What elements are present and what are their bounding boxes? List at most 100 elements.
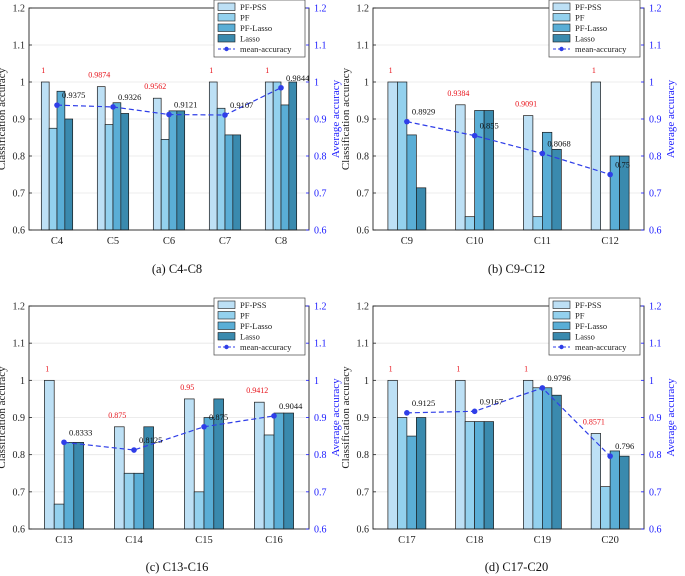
y2-tick-label: 1.1 xyxy=(314,41,327,52)
bar-pf-c19 xyxy=(532,387,543,530)
y2-tick-label: 1 xyxy=(649,78,654,89)
mean-accuracy-label: 0.8125 xyxy=(139,435,162,445)
y-tick-label: 0.6 xyxy=(357,525,370,536)
panel-caption: (b) C9-C12 xyxy=(488,262,545,276)
bar-lasso-c7 xyxy=(232,134,242,231)
y2-tick-label: 0.9 xyxy=(649,115,662,126)
bar-pf-pss-c5 xyxy=(96,86,106,231)
x-tick-label: C14 xyxy=(125,535,143,546)
x-tick-label: C4 xyxy=(51,236,64,247)
bar-pf-c14 xyxy=(123,472,135,530)
panel-caption: (a) C4-C8 xyxy=(152,262,202,276)
legend-label: PF-PSS xyxy=(575,300,602,310)
y-tick-label: 0.9 xyxy=(13,413,26,424)
bar-pf-lasso-c15 xyxy=(203,417,215,530)
bar-lasso-c11 xyxy=(551,148,562,231)
bar-pf-lasso-c19 xyxy=(542,387,553,530)
legend-swatch xyxy=(217,332,236,341)
legend-label: mean-accuracy xyxy=(575,44,627,54)
y2-axis-title: Average accuracy xyxy=(330,79,342,158)
bar-pf-c9 xyxy=(397,81,408,231)
legend-label: PF-PSS xyxy=(575,2,602,12)
y-axis-title: Classification accuracy xyxy=(340,366,352,469)
legend-label: PF-Lasso xyxy=(240,321,272,331)
y-tick-label: 1.1 xyxy=(13,339,26,350)
y2-axis-title: Average accuracy xyxy=(665,79,677,158)
bar-pf-lasso-c20 xyxy=(609,450,620,530)
bar-pf-lasso-c6 xyxy=(168,110,178,231)
bar-pf-pss-c17 xyxy=(387,379,398,530)
chart-panel-2: C13 1 C14 0.875 C15 0.95 C16 0.9412 0.6 0.6 0.7 0.7… xyxy=(0,297,342,574)
y-axis-title: Classification accuracy xyxy=(0,366,8,469)
y2-tick-label: 1 xyxy=(314,78,319,89)
legend-label: PF xyxy=(240,13,250,23)
bar-pf-lasso-c8 xyxy=(280,104,290,231)
y2-tick-label: 1.2 xyxy=(649,302,662,313)
y-tick-label: 0.8 xyxy=(357,450,370,461)
x-tick-label: C12 xyxy=(601,236,619,247)
bar-pf-pss-c20 xyxy=(590,433,601,530)
pfpss-value-label: 0.9091 xyxy=(515,100,537,109)
bar-pf-c7 xyxy=(216,107,226,231)
legend-swatch xyxy=(217,13,236,22)
legend-label: PF-Lasso xyxy=(575,23,607,33)
y2-tick-label: 0.8 xyxy=(649,152,662,163)
y-tick-label: 0.7 xyxy=(357,189,370,200)
bar-pf-c15 xyxy=(193,491,205,530)
mean-accuracy-label: 0.9375 xyxy=(62,90,85,100)
x-tick-label: C10 xyxy=(466,236,484,247)
bar-lasso-c4 xyxy=(64,118,74,231)
x-tick-label: C19 xyxy=(534,535,552,546)
legend-marker xyxy=(559,344,564,350)
y2-tick-label: 1.2 xyxy=(649,4,662,15)
mean-accuracy-label: 0.9107 xyxy=(230,100,253,110)
pfpss-value-label: 0.95 xyxy=(180,383,194,392)
legend-label: PF-Lasso xyxy=(240,23,272,33)
y2-tick-label: 0.9 xyxy=(649,413,662,424)
bar-lasso-c17 xyxy=(416,417,427,530)
mean-accuracy-label: 0.9167 xyxy=(480,396,503,406)
bar-lasso-c9 xyxy=(416,187,427,231)
bar-lasso-c13 xyxy=(73,442,84,530)
y2-tick-label: 0.7 xyxy=(314,189,327,200)
pfpss-value-label: 1 xyxy=(41,66,45,75)
y-tick-label: 0.8 xyxy=(13,152,26,163)
y-tick-label: 0.8 xyxy=(357,152,370,163)
bar-pf-c10 xyxy=(464,216,475,231)
legend-label: PF-Lasso xyxy=(575,321,607,331)
legend-marker xyxy=(224,46,229,52)
y2-tick-label: 0.8 xyxy=(314,450,327,461)
y2-tick-label: 0.6 xyxy=(649,226,662,237)
y-tick-label: 0.8 xyxy=(13,450,26,461)
y2-tick-label: 1.2 xyxy=(314,302,327,313)
legend-swatch xyxy=(217,2,236,11)
x-tick-label: C20 xyxy=(601,535,619,546)
legend-swatch xyxy=(552,332,571,341)
mean-accuracy-point xyxy=(471,408,478,415)
mean-accuracy-point xyxy=(201,423,207,430)
y-tick-label: 0.9 xyxy=(357,413,370,424)
mean-accuracy-label: 0.9326 xyxy=(118,92,141,102)
pfpss-value-label: 0.9874 xyxy=(88,71,110,80)
mean-accuracy-point xyxy=(166,111,172,118)
legend-label: PF xyxy=(240,311,250,321)
bar-pf-pss-c19 xyxy=(523,379,534,530)
y2-tick-label: 1.1 xyxy=(649,339,662,350)
mean-accuracy-label: 0.9125 xyxy=(412,398,435,408)
y-tick-label: 0.6 xyxy=(13,226,26,237)
bar-pf-pss-c14 xyxy=(114,426,125,530)
mean-accuracy-point xyxy=(222,112,228,118)
mean-accuracy-point xyxy=(404,410,410,416)
bar-pf-pss-c13 xyxy=(44,379,55,530)
legend-swatch xyxy=(217,34,236,43)
bar-lasso-c16 xyxy=(283,412,294,530)
legend-swatch xyxy=(552,300,571,309)
bar-pf-lasso-c13 xyxy=(63,442,75,530)
y-tick-label: 1 xyxy=(364,376,369,387)
bar-pf-pss-c12 xyxy=(590,81,601,231)
bar-pf-pss-c15 xyxy=(184,398,195,530)
